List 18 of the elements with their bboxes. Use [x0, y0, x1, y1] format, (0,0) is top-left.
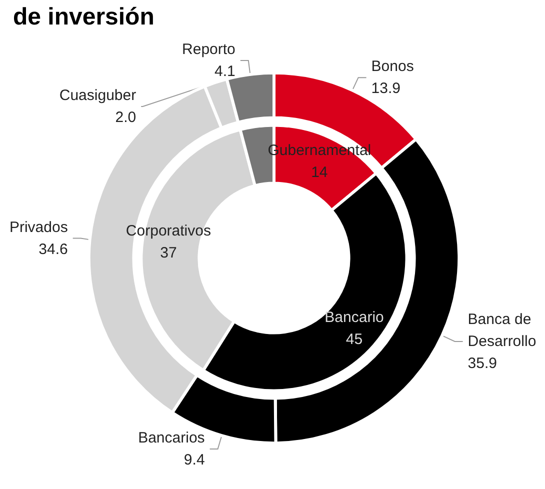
slice-label: Cuasiguber [59, 87, 136, 104]
data-label: 14 [311, 164, 328, 181]
data-label: 13.9 [371, 80, 400, 98]
slice-label: Reporto [182, 41, 236, 58]
data-label: 45 [346, 330, 363, 348]
data-label: 34.6 [38, 240, 68, 258]
chart-title: de inversión [13, 4, 154, 30]
data-label: 2.0 [115, 109, 136, 126]
slice-label: Bancario [324, 308, 384, 326]
slice-label: Corporativos [126, 222, 211, 240]
data-label: 4.1 [214, 63, 236, 80]
slice-label: Bancarios [138, 430, 205, 447]
slice-label: Banca de Desarrollo [468, 310, 536, 350]
data-label: 35.9 [468, 354, 498, 372]
data-label: 9.4 [184, 452, 205, 469]
data-label: 37 [160, 244, 177, 262]
slice-label: Bonos [371, 58, 414, 76]
slice-label: Privados [9, 218, 68, 236]
